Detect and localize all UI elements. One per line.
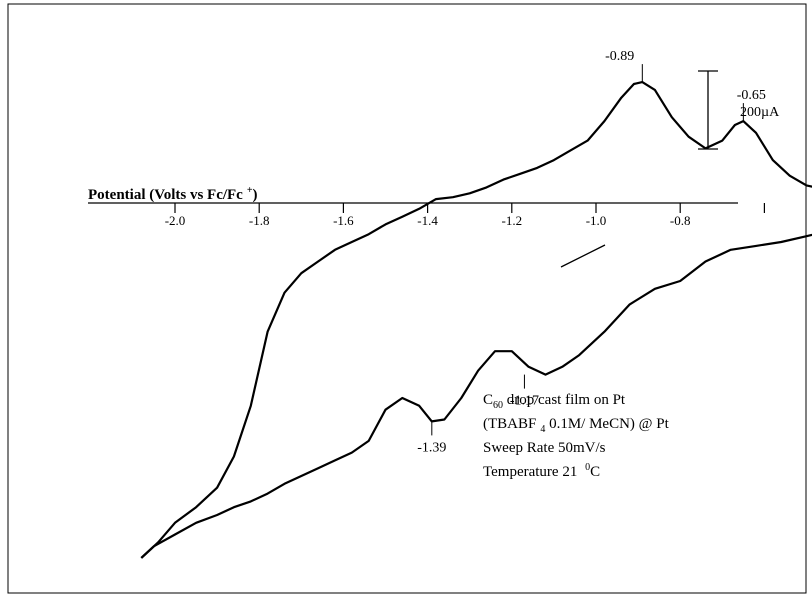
x-tick-label: -1.2 bbox=[502, 213, 523, 228]
peak-label: -1.39 bbox=[417, 440, 446, 455]
cv-curves bbox=[140, 81, 812, 559]
peak-label: -1.17 bbox=[510, 394, 539, 409]
legend-line-4: Temperature 21 0C bbox=[483, 462, 600, 480]
x-axis-label-close: ) bbox=[253, 187, 258, 203]
peak-annotation: -0.89 bbox=[605, 49, 643, 83]
x-axis: -2.0-1.8-1.6-1.4-1.2-1.0-0.8-0.4 bbox=[88, 202, 766, 228]
legend-line-1: C60 drop cast film on Pt bbox=[483, 392, 626, 411]
peak-annotation: -1.39 bbox=[417, 421, 446, 455]
legend-line-2: (TBABF 4 0.1M/ MeCN) @ Pt bbox=[483, 416, 670, 435]
peak-label: -0.89 bbox=[605, 49, 634, 64]
x-axis-label: Potential (Volts vs Fc/Fc +) bbox=[88, 185, 258, 203]
anodic-sweep-curve bbox=[140, 81, 812, 559]
x-tick-label: -1.8 bbox=[249, 213, 270, 228]
scale-bar-label: 200µA bbox=[740, 105, 780, 120]
x-axis-label-sup: + bbox=[247, 185, 253, 196]
x-tick-label: -0.8 bbox=[670, 213, 691, 228]
cathodic-sweep-curve bbox=[140, 233, 812, 559]
peak-annotation: -1.17 bbox=[510, 374, 539, 409]
x-tick-label: -2.0 bbox=[165, 213, 186, 228]
peak-annotation: -0.65 bbox=[737, 88, 766, 122]
plot-border bbox=[7, 3, 807, 594]
conditions-legend: C60 drop cast film on Pt (TBABF 4 0.1M/ M… bbox=[483, 392, 670, 480]
scale-bar: 200µA bbox=[698, 70, 780, 150]
peak-label: -0.65 bbox=[737, 88, 766, 103]
x-tick-label: -1.4 bbox=[417, 213, 438, 228]
x-tick-label: -1.0 bbox=[586, 213, 607, 228]
sweep-direction-arrow bbox=[560, 244, 606, 268]
x-axis-label-main: Potential (Volts vs Fc/Fc bbox=[88, 187, 243, 203]
peak-annotations: -0.89 -0.65 -1.17 -1.39 bbox=[417, 49, 766, 455]
legend-line-3: Sweep Rate 50mV/s bbox=[483, 440, 606, 456]
x-tick-label: -1.6 bbox=[333, 213, 354, 228]
